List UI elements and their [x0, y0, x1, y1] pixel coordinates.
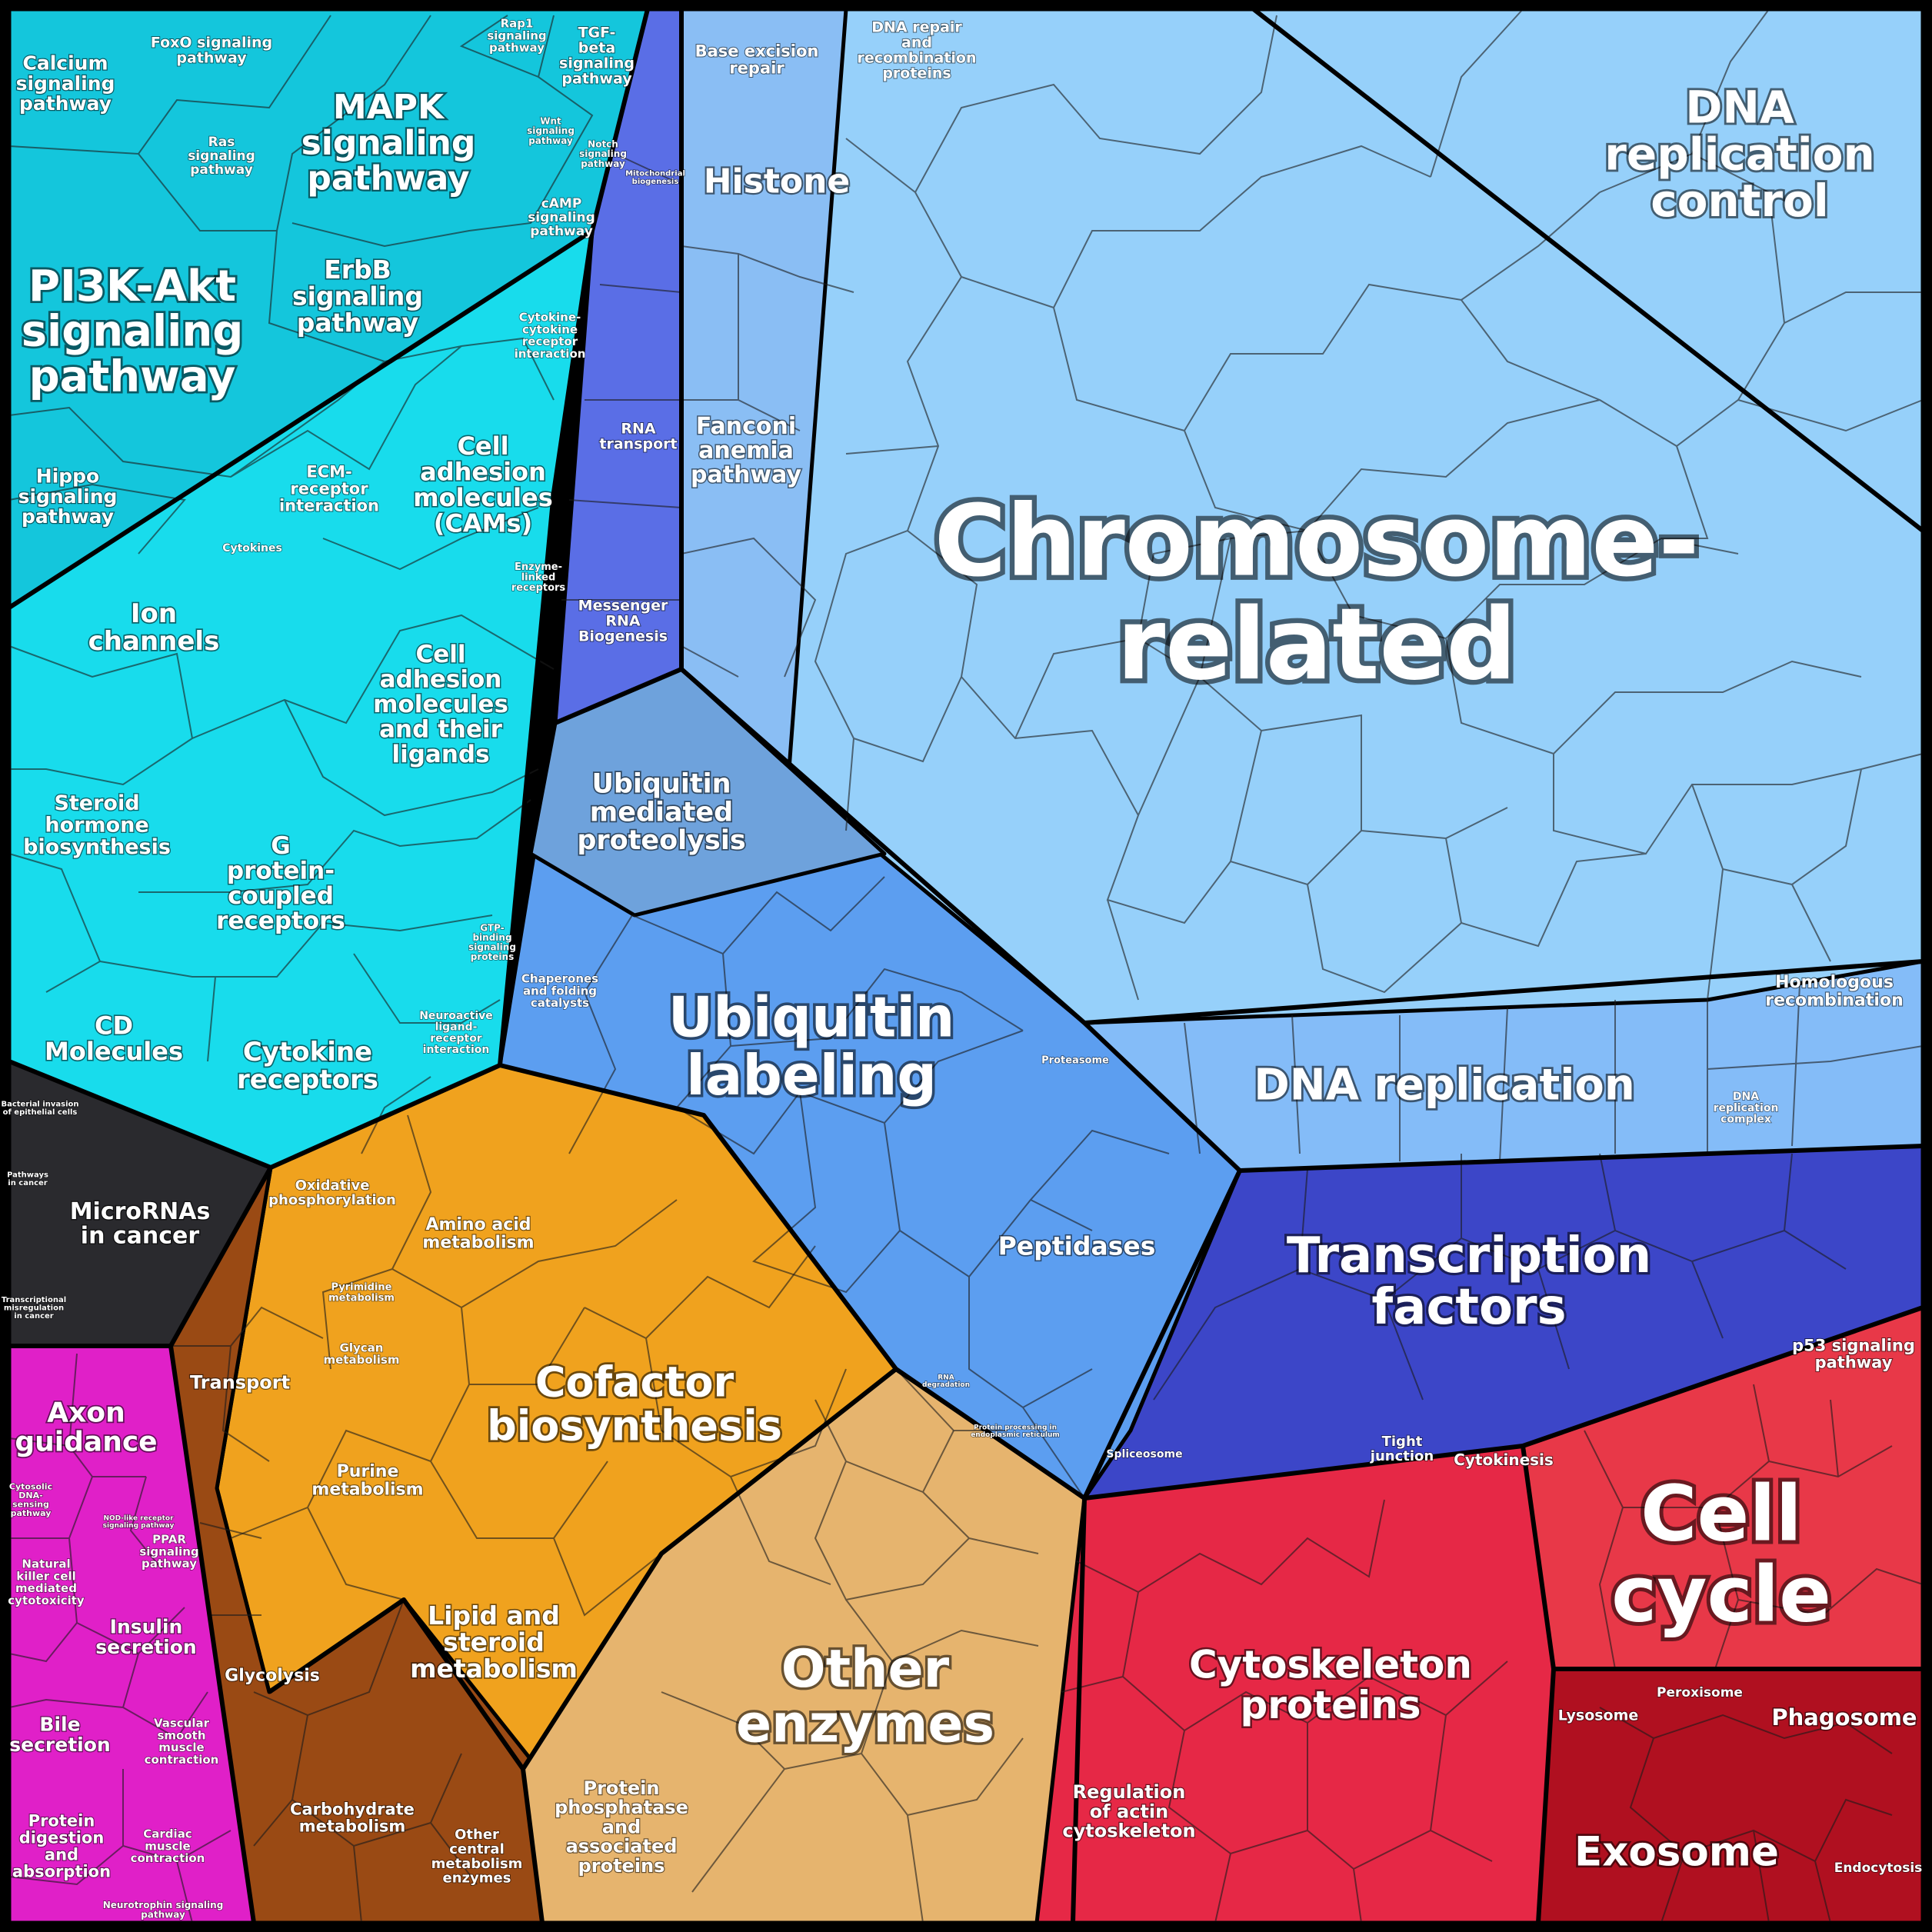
label-glycolysis: Glycolysis	[225, 1667, 320, 1686]
label-erbb: ErbB signaling pathway	[292, 255, 423, 338]
label-ras: Ras signaling pathway	[188, 135, 255, 178]
label-vascular: Vascular smooth muscle contraction	[145, 1717, 219, 1767]
label-gtp: GTP-binding signaling proteins	[468, 922, 516, 962]
label-rna-transport: RNA transport	[599, 421, 677, 453]
label-proteasome: Proteasome	[1041, 1055, 1109, 1067]
label-cytokinesis: Cytokinesis	[1454, 1451, 1554, 1469]
label-rna-degradation: RNA degradation	[922, 1374, 970, 1388]
label-micrornas: MicroRNAs in cancer	[70, 1198, 211, 1250]
label-base-excision: Base excision repair	[695, 42, 819, 77]
label-dna-repair: DNA repair and recombination proteins	[857, 19, 976, 82]
label-neuroactive: Neuroactive ligand-receptor interaction	[419, 1010, 493, 1056]
label-spliceosome: Spliceosome	[1106, 1448, 1182, 1461]
label-rap1: Rap1 signaling pathway	[487, 17, 546, 55]
label-cell-cycle: Cell cycle	[1611, 1469, 1831, 1640]
label-ubiq-proteolysis: Ubiquitin mediated proteolysis	[577, 769, 745, 857]
label-axon: Axon guidance	[15, 1397, 157, 1458]
label-ecm: ECM-receptor interaction	[279, 462, 379, 515]
label-notch: Notch signaling pathway	[579, 139, 627, 169]
label-histone: Histone	[704, 162, 851, 201]
label-tgf: TGF-beta signaling pathway	[559, 25, 635, 88]
label-carbohydrate: Carbohydrate metabolism	[290, 1800, 415, 1835]
label-cardiac: Cardiac muscle contraction	[131, 1827, 205, 1866]
cell-outlines	[8, 8, 1924, 1924]
label-protein-processing: Protein processing in endoplasmic reticul…	[971, 1424, 1060, 1438]
label-steroid-hormone: Steroid hormone biosynthesis	[23, 791, 171, 859]
label-regulation-actin: Regulation of actin cytoskeleton	[1062, 1781, 1195, 1841]
label-transcription-factors: Transcription factors	[1287, 1227, 1651, 1336]
label-ppar: PPAR signaling pathway	[139, 1533, 198, 1571]
label-protein-digestion: Protein digestion and absorption	[12, 1811, 111, 1880]
label-cytosolic-dna: Cytosolic DNA-sensing pathway	[9, 1482, 52, 1519]
label-peroxisome: Peroxisome	[1657, 1685, 1743, 1700]
label-oxphos: Oxidative phosphorylation	[268, 1178, 396, 1208]
label-chromosome: Chromosome-related	[934, 485, 1700, 702]
label-amino-acid: Amino acid metabolism	[422, 1215, 534, 1252]
label-cam-ligands: Cell adhesion molecules and their ligands	[373, 641, 508, 768]
label-camp: cAMP signaling pathway	[528, 196, 595, 239]
label-cd: CD Molecules	[45, 1011, 183, 1066]
label-tight-junction: Tight junction	[1370, 1434, 1434, 1464]
label-phagosome: Phagosome	[1771, 1704, 1917, 1730]
label-enzyme-linked: Enzyme-linked receptors	[511, 561, 566, 594]
label-transport: Transport	[190, 1371, 290, 1393]
label-ion: Ion channels	[88, 598, 220, 657]
label-dna-rep-complex: DNA replication complex	[1714, 1091, 1779, 1125]
label-pyrimidine: Pyrimidine metabolism	[328, 1282, 395, 1304]
label-dna-replication: DNA replication	[1254, 1061, 1635, 1111]
label-insulin: Insulin secretion	[95, 1616, 196, 1658]
label-cytokines: Cytokines	[222, 542, 282, 555]
label-nod: NOD-like receptor signaling pathway	[103, 1514, 175, 1529]
label-hippo: Hippo signaling pathway	[18, 465, 118, 528]
label-fanconi: Fanconi anemia pathway	[691, 413, 801, 488]
label-chaperones: Chaperones and folding catalysts	[521, 972, 598, 1011]
label-other-central: Other central metabolism enzymes	[431, 1827, 523, 1887]
label-exosome: Exosome	[1574, 1829, 1779, 1876]
label-mapk: MAPK signaling pathway	[301, 88, 476, 198]
label-mitochondrial: Mitochondrial biogenesis	[625, 169, 685, 186]
label-protein-phosphatase: Protein phosphatase and associated proteins	[555, 1777, 688, 1877]
label-pi3k: PI3K-Akt signaling pathway	[22, 261, 244, 402]
label-pathways-cancer: Pathways in cancer	[7, 1171, 48, 1188]
label-bile: Bile secretion	[9, 1714, 110, 1756]
label-purine: Purine metabolism	[311, 1462, 423, 1499]
label-foxo: FoxO signaling pathway	[151, 35, 272, 67]
label-wnt: Wnt signaling pathway	[527, 116, 575, 146]
label-transcriptional-mis: Transcriptional misregulation in cancer	[2, 1296, 66, 1321]
label-homologous: Homologous recombination	[1765, 973, 1903, 1010]
label-endocytosis: Endocytosis	[1834, 1860, 1923, 1876]
label-dna-rep-control: DNA replication control	[1604, 81, 1874, 227]
label-lysosome: Lysosome	[1558, 1707, 1639, 1724]
label-nk: Natural killer cell mediated cytotoxicity	[8, 1557, 85, 1607]
label-cams: Cell adhesion molecules (CAMs)	[413, 431, 552, 538]
label-lipid: Lipid and steroid metabolism	[410, 1601, 578, 1684]
label-glycan: Glycan metabolism	[324, 1341, 400, 1367]
label-neurotrophin: Neurotrophin signaling pathway	[103, 1900, 224, 1920]
label-cytokine-receptors: Cytokine receptors	[237, 1037, 378, 1095]
region-labels: PI3K-Akt signaling pathway Calcium signaling…	[1, 16, 1923, 1921]
label-mrna-biogenesis: Messenger RNA Biogenesis	[578, 598, 668, 645]
label-peptidases: Peptidases	[998, 1231, 1156, 1261]
label-cytoskeleton: Cytoskeleton proteins	[1189, 1642, 1472, 1727]
label-calcium: Calcium signaling pathway	[16, 52, 115, 115]
label-p53: p53 signaling pathway	[1792, 1336, 1915, 1371]
label-cytokine-cytokine: Cytokine-cytokine receptor interaction	[515, 311, 586, 361]
label-other-enzymes: Other enzymes	[736, 1639, 994, 1754]
label-cofactor: Cofactor biosynthesis	[487, 1358, 782, 1451]
label-ubiq-labeling: Ubiquitin labeling	[668, 984, 955, 1108]
label-bacterial: Bacterial invasion of epithelial cells	[1, 1100, 78, 1117]
